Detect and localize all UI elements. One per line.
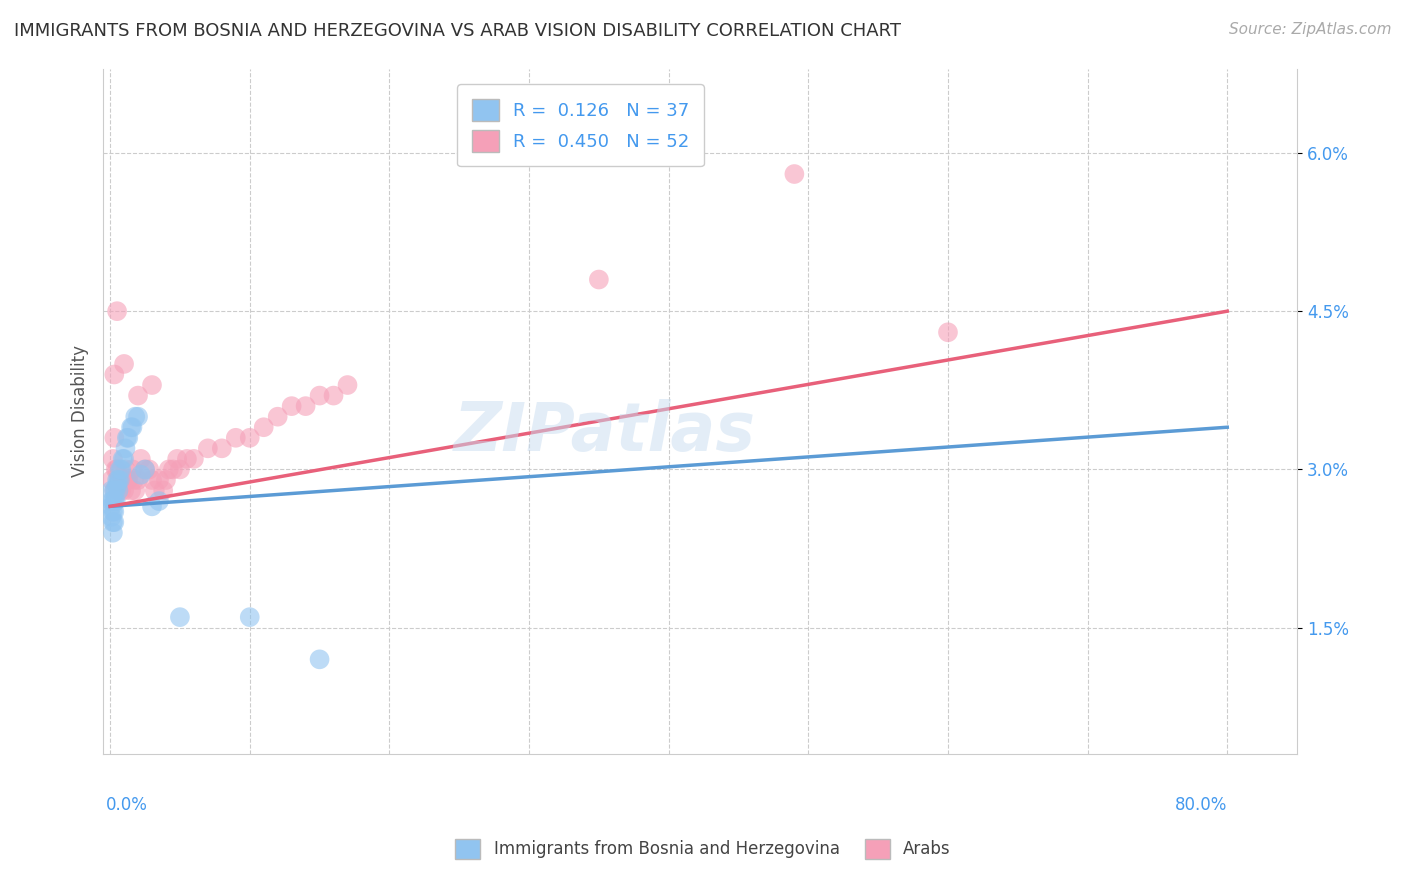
Point bbox=[107, 483, 129, 498]
Point bbox=[169, 610, 191, 624]
Point bbox=[117, 473, 139, 487]
Point bbox=[111, 473, 134, 487]
Point bbox=[103, 494, 125, 508]
Point bbox=[267, 409, 290, 424]
Point bbox=[108, 473, 131, 487]
Point bbox=[108, 473, 131, 487]
Point bbox=[101, 451, 124, 466]
Point bbox=[127, 409, 149, 424]
Point bbox=[101, 525, 124, 540]
Point bbox=[103, 483, 125, 498]
Point bbox=[141, 378, 163, 392]
Point bbox=[103, 515, 125, 529]
Legend: R =  0.126   N = 37, R =  0.450   N = 52: R = 0.126 N = 37, R = 0.450 N = 52 bbox=[457, 85, 704, 167]
Point bbox=[225, 431, 247, 445]
Point bbox=[105, 462, 128, 476]
Point bbox=[294, 399, 316, 413]
Point bbox=[211, 442, 233, 456]
Point bbox=[280, 399, 302, 413]
Legend: Immigrants from Bosnia and Herzegovina, Arabs: Immigrants from Bosnia and Herzegovina, … bbox=[449, 832, 957, 866]
Point bbox=[114, 462, 136, 476]
Point bbox=[124, 483, 146, 498]
Point bbox=[141, 500, 163, 514]
Point bbox=[588, 272, 610, 286]
Point bbox=[103, 505, 125, 519]
Point bbox=[103, 431, 125, 445]
Point bbox=[105, 478, 128, 492]
Point bbox=[176, 451, 198, 466]
Point bbox=[239, 610, 262, 624]
Point bbox=[105, 304, 128, 318]
Point bbox=[100, 473, 122, 487]
Point bbox=[783, 167, 806, 181]
Point bbox=[239, 431, 262, 445]
Point bbox=[115, 473, 138, 487]
Point bbox=[114, 442, 136, 456]
Point bbox=[107, 473, 129, 487]
Text: 0.0%: 0.0% bbox=[105, 797, 148, 814]
Y-axis label: Vision Disability: Vision Disability bbox=[72, 345, 89, 477]
Point bbox=[111, 451, 134, 466]
Point bbox=[138, 462, 160, 476]
Point bbox=[101, 505, 124, 519]
Point bbox=[122, 473, 145, 487]
Point bbox=[936, 326, 959, 340]
Text: IMMIGRANTS FROM BOSNIA AND HERZEGOVINA VS ARAB VISION DISABILITY CORRELATION CHA: IMMIGRANTS FROM BOSNIA AND HERZEGOVINA V… bbox=[14, 22, 901, 40]
Point bbox=[110, 462, 132, 476]
Point bbox=[110, 483, 132, 498]
Point bbox=[148, 494, 170, 508]
Point bbox=[166, 451, 188, 466]
Point bbox=[100, 509, 122, 524]
Point bbox=[120, 420, 142, 434]
Point bbox=[253, 420, 276, 434]
Point bbox=[120, 483, 142, 498]
Point bbox=[124, 409, 146, 424]
Point bbox=[121, 462, 143, 476]
Point bbox=[115, 431, 138, 445]
Point bbox=[183, 451, 205, 466]
Point bbox=[101, 494, 124, 508]
Point bbox=[104, 462, 127, 476]
Point bbox=[141, 473, 163, 487]
Point bbox=[127, 473, 149, 487]
Point bbox=[127, 388, 149, 402]
Text: Source: ZipAtlas.com: Source: ZipAtlas.com bbox=[1229, 22, 1392, 37]
Point bbox=[117, 431, 139, 445]
Point bbox=[169, 462, 191, 476]
Point bbox=[308, 652, 330, 666]
Point bbox=[105, 473, 128, 487]
Point bbox=[197, 442, 219, 456]
Point bbox=[308, 388, 330, 402]
Point bbox=[112, 483, 135, 498]
Point bbox=[103, 368, 125, 382]
Point bbox=[121, 420, 143, 434]
Point bbox=[100, 500, 122, 514]
Point bbox=[322, 388, 344, 402]
Point bbox=[104, 483, 127, 498]
Point bbox=[129, 467, 152, 482]
Point bbox=[100, 494, 122, 508]
Point bbox=[155, 473, 177, 487]
Point bbox=[143, 483, 166, 498]
Point bbox=[157, 462, 180, 476]
Point bbox=[100, 483, 122, 498]
Point bbox=[112, 357, 135, 371]
Text: 80.0%: 80.0% bbox=[1175, 797, 1227, 814]
Point bbox=[148, 473, 170, 487]
Point bbox=[107, 483, 129, 498]
Point bbox=[129, 451, 152, 466]
Point bbox=[336, 378, 359, 392]
Point bbox=[152, 483, 174, 498]
Point bbox=[103, 483, 125, 498]
Point bbox=[134, 462, 156, 476]
Point bbox=[112, 451, 135, 466]
Point bbox=[104, 494, 127, 508]
Point bbox=[108, 462, 131, 476]
Point bbox=[101, 515, 124, 529]
Point bbox=[162, 462, 184, 476]
Text: ZIPatlas: ZIPatlas bbox=[454, 399, 755, 465]
Point bbox=[134, 462, 156, 476]
